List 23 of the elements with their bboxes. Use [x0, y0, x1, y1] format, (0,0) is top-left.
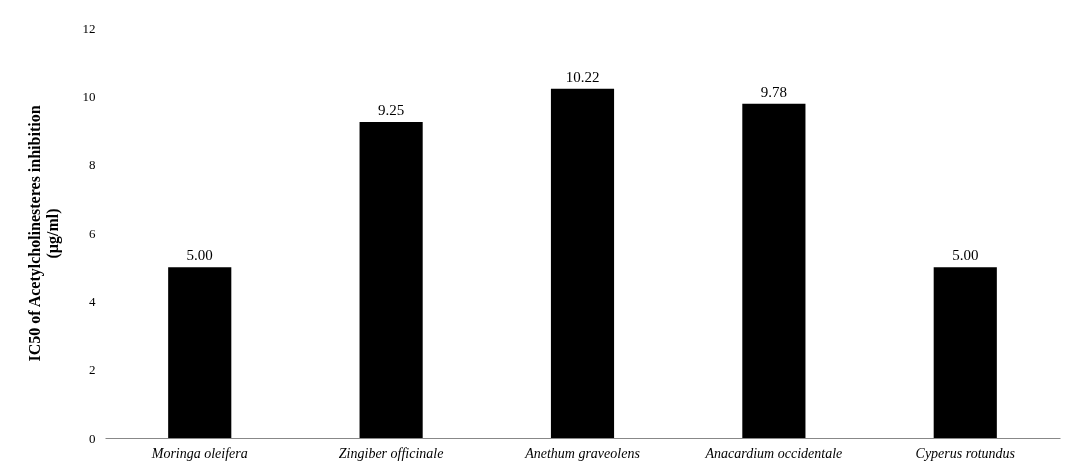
x-tick-label: Anethum graveolens [524, 445, 641, 461]
x-tick-label: Anacardium occidentale [704, 445, 843, 461]
y-tick-label: 8 [89, 157, 96, 173]
data-label: 5.00 [952, 247, 979, 264]
y-tick-label: 12 [82, 20, 96, 36]
data-label: 10.22 [565, 68, 600, 85]
y-tick-label: 4 [89, 293, 96, 309]
y-tick-label: 0 [89, 430, 96, 446]
y-tick-label: 2 [89, 362, 96, 378]
x-tick-label: Moringa oleifera [150, 445, 248, 461]
data-label: 9.78 [760, 83, 788, 100]
bar [550, 88, 615, 438]
data-label: 5.00 [186, 247, 213, 264]
y-axis-title: IC50 of Acetylcholinesteres inhibition (µg/ml) [25, 105, 62, 362]
bar [168, 267, 232, 438]
y-tick-label: 6 [89, 225, 96, 241]
x-tick-label: Zingiber officinale [338, 445, 444, 461]
x-tick-label: Cyperus rotundus [915, 445, 1016, 461]
bar [359, 121, 423, 438]
data-label: 9.25 [377, 101, 405, 118]
bar [933, 267, 997, 438]
bar [742, 103, 806, 438]
y-tick-label: 10 [82, 88, 96, 104]
